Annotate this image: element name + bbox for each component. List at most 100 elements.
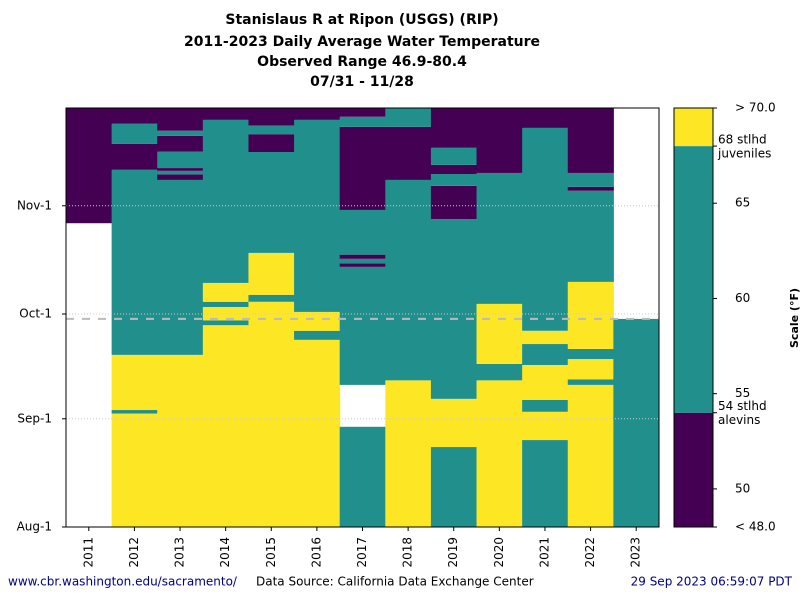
- heat-cell: [202, 320, 249, 326]
- y-tick-label: Aug-1: [17, 520, 52, 534]
- heat-cell: [522, 411, 569, 441]
- y-tick-label: Nov-1: [17, 198, 52, 212]
- heat-cell: [339, 116, 386, 127]
- footer-source: Data Source: California Data Exchange Ce…: [256, 575, 534, 589]
- heat-cell: [111, 354, 158, 411]
- colorbar-tick-label: < 48.0: [735, 520, 776, 534]
- threshold-label: alevins: [718, 413, 760, 427]
- x-tick-label: 2011: [81, 537, 95, 568]
- chart-title: 2011-2023 Daily Average Water Temperatur…: [184, 34, 540, 50]
- heat-cell: [522, 330, 569, 345]
- heat-cell: [111, 410, 158, 414]
- colorbar-band: [674, 412, 713, 527]
- heat-cell: [202, 325, 249, 527]
- threshold-label: 68 stlhd: [718, 133, 767, 147]
- heat-cell: [339, 263, 386, 267]
- heat-cell: [294, 311, 341, 331]
- heat-cell: [476, 303, 523, 364]
- heat-cell: [294, 339, 341, 527]
- heat-cell: [430, 398, 478, 448]
- heat-cell: [248, 108, 295, 126]
- heat-cell: [476, 380, 523, 527]
- heat-cell: [339, 254, 386, 259]
- heat-cell: [248, 252, 295, 295]
- heat-cell: [567, 379, 614, 385]
- heat-cell: [385, 108, 432, 127]
- colorbar-band: [674, 108, 713, 147]
- heat-cell: [111, 143, 158, 170]
- heat-cell: [111, 413, 158, 527]
- heat-cell: [430, 108, 478, 148]
- x-tick-label: 2020: [492, 537, 506, 568]
- heat-cell: [111, 108, 158, 124]
- heat-cell: [430, 173, 478, 186]
- heat-cell: [157, 135, 204, 152]
- x-tick-label: 2014: [218, 537, 232, 568]
- heat-cell: [522, 127, 569, 331]
- heat-cell: [522, 108, 569, 128]
- heat-cell: [339, 108, 386, 117]
- x-tick-label: 2015: [264, 537, 278, 568]
- heat-cell: [476, 108, 523, 173]
- heat-cell: [202, 119, 249, 283]
- heat-cell: [339, 266, 386, 385]
- heat-cell: [248, 125, 295, 135]
- x-tick-label: 2013: [173, 537, 187, 568]
- colorbar-band: [674, 146, 713, 413]
- heat-cell: [202, 282, 249, 302]
- heat-cell: [294, 119, 341, 312]
- heat-cell: [339, 126, 386, 210]
- colorbar-tick-label: 55: [735, 386, 750, 400]
- x-tick-label: 2016: [309, 537, 323, 568]
- x-tick-label: 2023: [629, 537, 643, 568]
- heat-cell: [476, 363, 523, 381]
- chart-title: Observed Range 46.9-80.4: [257, 54, 467, 70]
- x-tick-label: 2017: [355, 537, 369, 568]
- heat-cell: [567, 190, 614, 282]
- heat-cell: [567, 172, 614, 187]
- colorbar-label: Scale (°F): [788, 288, 800, 348]
- heat-cell: [567, 359, 614, 380]
- chart-title: Stanislaus R at Ripon (USGS) (RIP): [225, 12, 498, 28]
- heat-cell: [294, 108, 341, 120]
- colorbar-tick-label: 65: [735, 196, 750, 210]
- heat-cell: [294, 330, 341, 340]
- threshold-label: juveniles: [717, 147, 771, 161]
- colorbar-tick-label: 60: [735, 291, 750, 305]
- y-tick-label: Sep-1: [17, 411, 52, 425]
- colorbar-tick-label: 50: [735, 481, 750, 495]
- heat-cell: [202, 108, 249, 120]
- x-tick-label: 2021: [537, 537, 551, 568]
- heat-cell: [476, 172, 523, 304]
- x-tick-label: 2012: [127, 537, 141, 568]
- heat-cell: [385, 179, 432, 381]
- heat-cell: [157, 151, 204, 169]
- heat-cell: [157, 168, 204, 171]
- heat-cell: [567, 108, 614, 173]
- heat-cell: [157, 354, 204, 527]
- heat-cell: [430, 185, 478, 220]
- heat-cell: [522, 364, 569, 400]
- heat-cell: [248, 151, 295, 253]
- heat-cell: [522, 344, 569, 365]
- footer-url[interactable]: www.cbr.washington.edu/sacramento/: [8, 575, 238, 589]
- heat-cell: [430, 219, 478, 399]
- threshold-label: 54 stlhd: [718, 399, 767, 413]
- heat-cell: [385, 380, 432, 527]
- heat-cell: [111, 123, 158, 144]
- heat-cell: [430, 147, 478, 165]
- heat-cell: [339, 209, 386, 255]
- heat-cell: [385, 126, 432, 180]
- x-tick-label: 2018: [401, 537, 415, 568]
- heat-cell: [613, 318, 660, 527]
- x-tick-label: 2022: [583, 537, 597, 568]
- colorbar-tick-label: > 70.0: [735, 101, 776, 115]
- heat-cell: [157, 170, 204, 175]
- footer-timestamp: 29 Sep 2023 06:59:07 PDT: [631, 575, 793, 589]
- heat-cell: [248, 301, 295, 527]
- heat-cell: [248, 134, 295, 152]
- heat-cell: [430, 447, 478, 527]
- heat-cell: [248, 294, 295, 302]
- heat-cell: [157, 108, 204, 131]
